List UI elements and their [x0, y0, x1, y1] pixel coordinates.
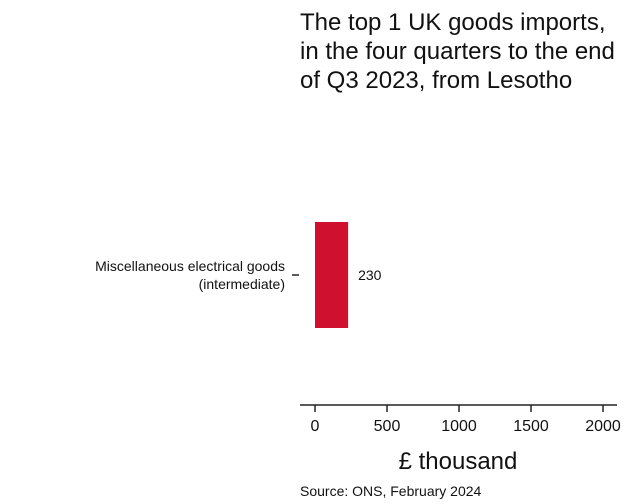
value-axis: 0 500 1000 1500 2000 — [300, 404, 621, 435]
x-tick-label: 500 — [374, 418, 401, 435]
x-tick-label: 0 — [311, 418, 320, 435]
x-tick-label: 1000 — [441, 418, 477, 435]
bar — [315, 222, 349, 328]
chart-title: The top 1 UK goods imports, in the four … — [300, 9, 615, 94]
x-axis-label: £ thousand — [399, 448, 518, 475]
category-label: (intermediate) — [199, 276, 285, 292]
data-label: 230 — [358, 267, 382, 283]
bars: 230 — [315, 222, 382, 328]
x-tick-label: 2000 — [585, 418, 621, 435]
source-note: Source: ONS, February 2024 — [300, 483, 482, 499]
x-tick-label: 1500 — [513, 418, 549, 435]
category-label: Miscellaneous electrical goods — [95, 258, 285, 274]
category-axis: Miscellaneous electrical goods (intermedi… — [95, 258, 299, 292]
